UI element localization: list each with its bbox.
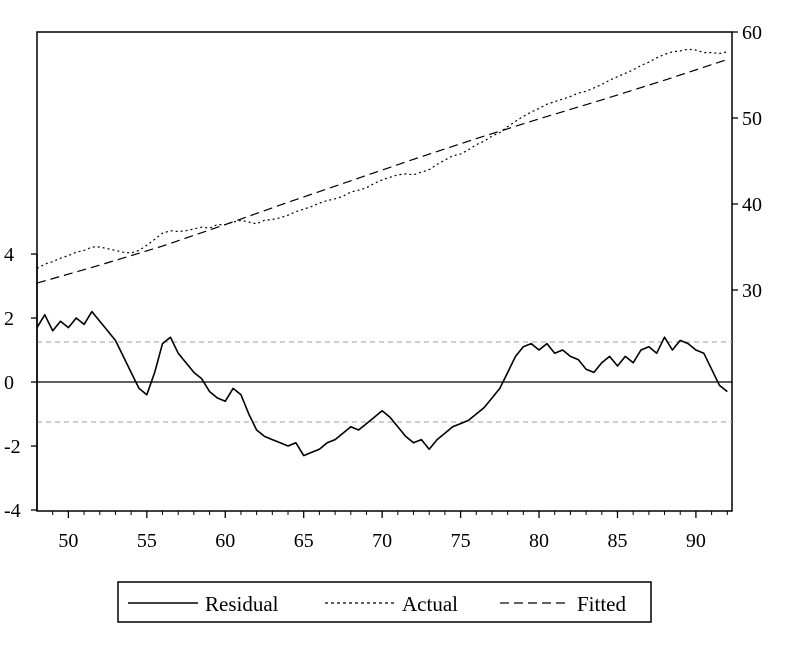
x-tick-label-65: 65 (294, 530, 314, 552)
right-tick-label-60: 60 (742, 22, 762, 44)
legend-label-residual: Residual (205, 592, 279, 616)
series-line-fitted (36, 58, 728, 284)
x-tick-label-80: 80 (529, 530, 549, 552)
right-tick-label-40: 40 (742, 194, 762, 216)
x-tick-label-75: 75 (451, 530, 471, 552)
left-tick-label-4: 4 (4, 244, 14, 266)
left-tick-label--4: -4 (4, 500, 21, 522)
x-tick-label-70: 70 (372, 530, 392, 552)
series-line-residual (36, 310, 728, 457)
x-axis: 50 55 60 65 70 75 80 85 90 (52, 511, 728, 552)
reference-lines (37, 341, 732, 423)
right-axis: 60 50 40 30 (732, 22, 762, 302)
left-tick-label-0: 0 (4, 372, 14, 394)
left-axis: 4 2 0 -2 -4 (4, 244, 38, 522)
legend: Residual Actual Fitted (117, 581, 652, 623)
series-layer (36, 48, 728, 457)
left-tick-label-2: 2 (4, 308, 14, 330)
left-tick-label--2: -2 (4, 436, 21, 458)
legend-label-fitted: Fitted (577, 592, 627, 616)
legend-box (117, 581, 652, 623)
series-line-actual (36, 48, 728, 270)
right-tick-label-30: 30 (742, 280, 762, 302)
x-tick-label-60: 60 (215, 530, 235, 552)
x-tick-label-50: 50 (58, 530, 78, 552)
x-tick-label-55: 55 (137, 530, 157, 552)
x-tick-label-90: 90 (686, 530, 706, 552)
legend-label-actual: Actual (402, 592, 458, 616)
plot-frame (36, 31, 733, 512)
right-tick-label-50: 50 (742, 108, 762, 130)
x-tick-label-85: 85 (607, 530, 627, 552)
